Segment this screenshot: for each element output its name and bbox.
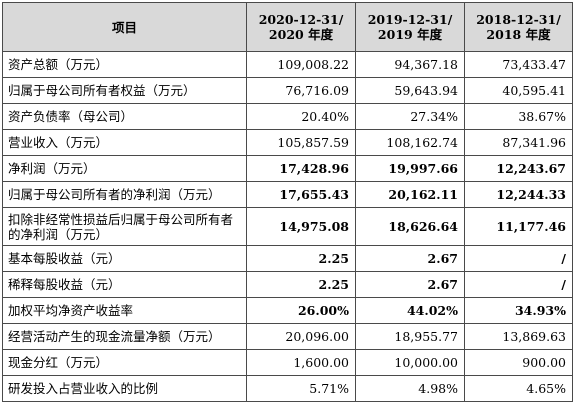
row-value: 44.02%	[355, 297, 465, 324]
table-row: 基本每股收益（元） 2.25 2.67/	[2, 245, 573, 272]
table-row: 归属于母公司所有者的净利润（万元） 17,655.43 20,162.11 12,24…	[2, 181, 573, 208]
row-value: 13,869.63	[464, 323, 573, 350]
row-value: 108,162.74	[355, 129, 465, 156]
table-body: 资产总额（万元） 109,008.22 94,367.18 73,433.47 归属于母…	[2, 51, 573, 402]
header-row: 项目 2020-12-31/ 2020 年度 2019-12-31/ 2019 …	[2, 2, 573, 52]
row-value: 109,008.22	[246, 51, 356, 78]
table-row: 现金分红（万元） 1,600.00 10,000.00 900.00	[2, 349, 573, 376]
row-value: 12,243.67	[464, 155, 573, 182]
row-value: 27.34%	[355, 103, 465, 130]
table-row: 归属于母公司所有者权益（万元） 76,716.09 59,643.94 40,595.…	[2, 77, 573, 104]
row-value: 2.25	[246, 245, 356, 272]
row-value: 10,000.00	[355, 349, 465, 376]
row-value: 2.67	[355, 245, 465, 272]
row-value: /	[464, 245, 573, 272]
table-row: 扣除非经常性损益后归属于母公司所有者的净利润（万元） 14,975.08 18,62…	[2, 207, 573, 246]
row-value: 14,975.08	[246, 207, 356, 246]
row-value: 17,655.43	[246, 181, 356, 208]
table-row: 净利润（万元） 17,428.96 19,997.66 12,243.67	[2, 155, 573, 182]
row-label: 营业收入（万元）	[2, 129, 247, 156]
row-value: 20,096.00	[246, 323, 356, 350]
row-value: 34.93%	[464, 297, 573, 324]
header-2019-year: 2019 年度	[377, 27, 443, 42]
header-2019-date: 2019-12-31/	[367, 12, 453, 27]
header-2018-date: 2018-12-31/	[476, 12, 561, 27]
row-value: 94,367.18	[355, 51, 465, 78]
header-item: 项目	[2, 2, 247, 52]
financial-summary-table: 项目 2020-12-31/ 2020 年度 2019-12-31/ 2019 …	[2, 2, 573, 402]
row-value: 40,595.41	[464, 77, 573, 104]
row-value: 26.00%	[246, 297, 356, 324]
row-value: 2.67	[355, 271, 465, 298]
table-row: 加权平均净资产收益率 26.00% 44.02% 34.93%	[2, 297, 573, 324]
row-value: 900.00	[464, 349, 573, 376]
header-2018: 2018-12-31/ 2018 年度	[464, 2, 573, 52]
header-2020-date: 2020-12-31/	[258, 12, 344, 27]
header-2020-year: 2020 年度	[268, 27, 334, 42]
row-value: 38.67%	[464, 103, 573, 130]
row-value: 5.71%	[246, 375, 356, 402]
row-value: 59,643.94	[355, 77, 465, 104]
row-value: 87,341.96	[464, 129, 573, 156]
row-value: 76,716.09	[246, 77, 356, 104]
row-value: 20,162.11	[355, 181, 465, 208]
row-label: 净利润（万元）	[2, 155, 247, 182]
row-value: 17,428.96	[246, 155, 356, 182]
row-label: 现金分红（万元）	[2, 349, 247, 376]
row-value: 18,955.77	[355, 323, 465, 350]
row-value: 73,433.47	[464, 51, 573, 78]
table-row: 研发投入占营业收入的比例 5.71% 4.98% 4.65%	[2, 375, 573, 402]
row-label: 研发投入占营业收入的比例	[2, 375, 247, 402]
table-row: 营业收入（万元） 105,857.59 108,162.74 87,341.96	[2, 129, 573, 156]
header-2019: 2019-12-31/ 2019 年度	[355, 2, 465, 52]
table-row: 资产负债率（母公司） 20.40% 27.34% 38.67%	[2, 103, 573, 130]
row-value: 105,857.59	[246, 129, 356, 156]
row-label: 资产总额（万元）	[2, 51, 247, 78]
row-value: 4.98%	[355, 375, 465, 402]
row-value: 19,997.66	[355, 155, 465, 182]
header-2018-year: 2018 年度	[486, 27, 551, 42]
row-label: 扣除非经常性损益后归属于母公司所有者的净利润（万元）	[2, 207, 247, 246]
row-value: 12,244.33	[464, 181, 573, 208]
row-label: 归属于母公司所有者权益（万元）	[2, 77, 247, 104]
row-value: 1,600.00	[246, 349, 356, 376]
row-value: 2.25	[246, 271, 356, 298]
row-value: 18,626.64	[355, 207, 465, 246]
row-label: 基本每股收益（元）	[2, 245, 247, 272]
row-label: 经营活动产生的现金流量净额（万元）	[2, 323, 247, 350]
row-label: 资产负债率（母公司）	[2, 103, 247, 130]
header-2020: 2020-12-31/ 2020 年度	[246, 2, 356, 52]
table-row: 资产总额（万元） 109,008.22 94,367.18 73,433.47	[2, 51, 573, 78]
row-label: 归属于母公司所有者的净利润（万元）	[2, 181, 247, 208]
table-row: 稀释每股收益（元） 2.25 2.67/	[2, 271, 573, 298]
row-label: 加权平均净资产收益率	[2, 297, 247, 324]
row-value: 4.65%	[464, 375, 573, 402]
table-row: 经营活动产生的现金流量净额（万元） 20,096.00 18,955.77 13,86…	[2, 323, 573, 350]
row-value: /	[464, 271, 573, 298]
row-label: 稀释每股收益（元）	[2, 271, 247, 298]
row-value: 11,177.46	[464, 207, 573, 246]
row-value: 20.40%	[246, 103, 356, 130]
